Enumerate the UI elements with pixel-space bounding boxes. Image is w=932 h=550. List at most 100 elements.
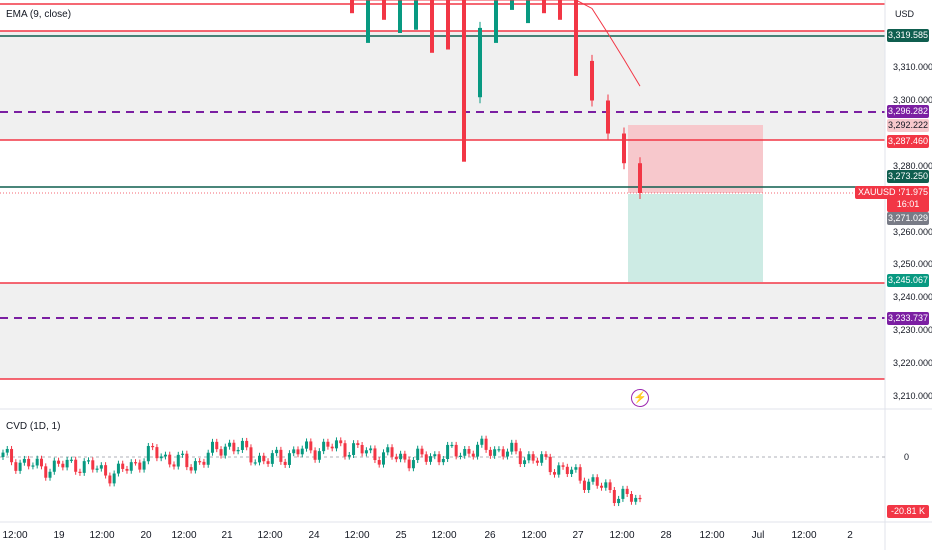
cvd-candle [625, 488, 629, 494]
cvd-candle [441, 459, 445, 463]
cvd-candle [505, 451, 509, 457]
cvd-candle [390, 447, 394, 457]
cvd-candle [600, 485, 604, 488]
time-tick: 28 [660, 530, 672, 541]
price-tick: 3,300.000 [893, 95, 932, 105]
cvd-candle [578, 467, 582, 481]
price-label-target: 3,245.067 [887, 274, 929, 287]
cvd-candle [69, 459, 73, 461]
price-candle [430, 0, 434, 53]
price-candle [622, 133, 626, 164]
cvd-candle [574, 467, 578, 470]
cvd-candle [638, 497, 642, 500]
cvd-candle [125, 468, 129, 471]
price-candle [558, 0, 562, 20]
price-candle [542, 0, 546, 14]
cvd-candle [587, 481, 591, 490]
cvd-candle [313, 450, 317, 460]
cvd-candle [270, 453, 274, 464]
cvd-candle [557, 465, 561, 475]
price-candle [382, 0, 386, 20]
cvd-candle [582, 480, 586, 490]
take-profit-zone[interactable] [628, 194, 763, 282]
cvd-candle [27, 458, 31, 467]
cvd-candle [595, 477, 599, 486]
cvd-candle [416, 448, 420, 461]
cvd-candle [99, 465, 103, 469]
cvd-candle [497, 449, 501, 451]
cvd-candle [266, 461, 270, 464]
cvd-candle [108, 475, 112, 484]
cvd-candle [129, 462, 133, 471]
cvd-candle [510, 442, 514, 452]
cvd-candle [275, 449, 279, 454]
cvd-candle [621, 488, 625, 499]
price-candle [414, 0, 418, 30]
cvd-candle [249, 447, 253, 463]
time-tick: 24 [308, 530, 320, 541]
cvd-candle [159, 456, 163, 459]
stop-loss-zone[interactable] [628, 125, 763, 193]
cvd-candle [458, 455, 462, 457]
cvd-candle [91, 460, 95, 470]
cvd-candle [193, 461, 197, 471]
cvd-candle [48, 471, 52, 478]
cvd-candle [343, 443, 347, 457]
price-tick: 3,280.000 [893, 161, 932, 171]
cvd-candle [309, 441, 313, 451]
cvd-candle [65, 459, 69, 468]
cvd-candle [57, 460, 61, 464]
last-price-value: 3,271.975 [887, 187, 929, 197]
cvd-candle [552, 472, 556, 475]
cvd-candle [570, 469, 574, 475]
cvd-candle [210, 441, 214, 453]
cvd-candle [326, 441, 330, 447]
time-tick: 26 [484, 530, 496, 541]
cvd-candle [446, 444, 450, 460]
price-candle [398, 0, 402, 33]
time-tick: 12:00 [431, 530, 457, 541]
cvd-candle [386, 447, 390, 453]
cvd-candle [330, 446, 334, 449]
cvd-candle [163, 454, 167, 457]
price-tick: 3,210.000 [893, 391, 932, 401]
cvd-candle [377, 460, 381, 465]
cvd-candle [121, 463, 125, 469]
cvd-indicator-label[interactable]: CVD (1D, 1) [4, 421, 63, 432]
price-tick: 3,220.000 [893, 358, 932, 368]
price-label-upper-dashed: 3,296.282 [887, 105, 929, 118]
time-tick: 25 [395, 530, 407, 541]
cvd-candle [52, 460, 56, 472]
cvd-candle [317, 451, 321, 460]
time-tick: 19 [53, 530, 65, 541]
cvd-candle [61, 463, 65, 468]
cvd-candle [411, 460, 415, 469]
cvd-candle [591, 477, 595, 482]
ema-indicator-label[interactable]: EMA (9, close) [4, 9, 74, 20]
time-tick: 12:00 [791, 530, 817, 541]
price-candle [590, 60, 594, 101]
currency-label[interactable]: USD [895, 9, 915, 19]
cvd-candle [82, 461, 86, 473]
cvd-candle [95, 468, 99, 470]
cvd-candle [236, 449, 240, 452]
cvd-candle [185, 453, 189, 468]
cvd-last-value: -20.81 K [887, 505, 929, 518]
cvd-candle [215, 441, 219, 450]
time-tick: 12:00 [89, 530, 115, 541]
cvd-candle [31, 465, 35, 467]
price-candle [574, 0, 578, 76]
cvd-candle [142, 461, 146, 470]
cvd-candle [176, 454, 180, 467]
cvd-candle [198, 461, 202, 463]
lightning-icon[interactable]: ⚡ [631, 389, 649, 407]
cvd-candle [433, 454, 437, 457]
price-tick: 3,240.000 [893, 292, 932, 302]
cvd-candle [138, 462, 142, 470]
cvd-candle [339, 440, 343, 444]
time-tick: 12:00 [521, 530, 547, 541]
cvd-candle [369, 448, 373, 451]
cvd-candle [39, 458, 43, 467]
symbol-label[interactable]: XAUUSD [855, 186, 899, 199]
